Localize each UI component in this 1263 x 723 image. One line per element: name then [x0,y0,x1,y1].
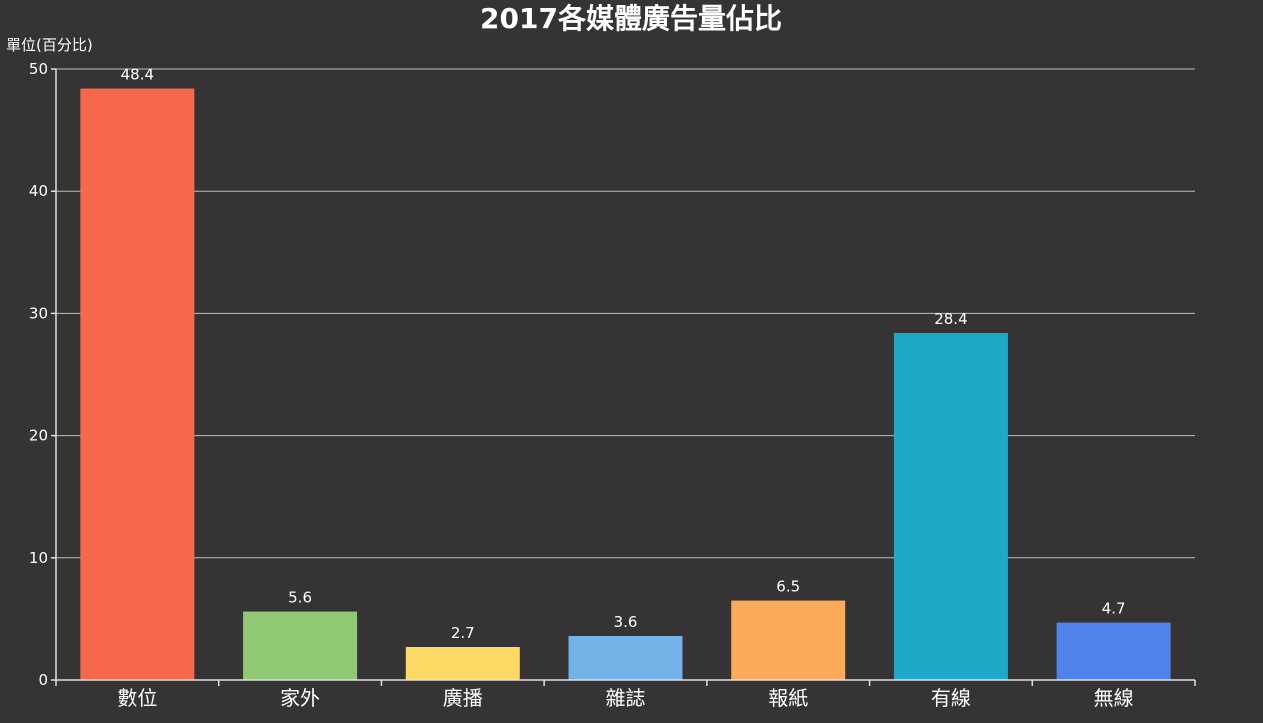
x-category-label: 家外 [280,686,320,710]
y-axis-unit-label: 單位(百分比) [6,36,93,54]
bar-value-label: 28.4 [934,310,967,328]
x-category-label: 數位 [117,686,157,710]
bar [405,647,520,680]
y-tick-label: 50 [29,60,48,78]
bar [731,600,846,680]
x-category-label: 雜誌 [606,686,646,710]
gridlines [56,68,1195,559]
x-category-label: 廣播 [443,686,483,710]
x-category-label: 無線 [1094,686,1134,710]
y-tick-label: 20 [29,427,48,445]
y-tick-label: 40 [29,182,48,200]
bars [80,88,1171,680]
bar [1056,622,1171,680]
x-category-label: 報紙 [768,686,808,710]
labels: 0 10 20 30 40 50 48.4 數位 5.6 家外 2.7 廣播 3.6 雜誌 6.5 報紙 28.… [29,60,1134,710]
bar-value-label: 5.6 [288,589,312,607]
y-tick-label: 0 [38,671,48,689]
bar-value-label: 3.6 [614,613,638,631]
x-category-label: 有線 [931,686,971,710]
bar-value-label: 48.4 [121,66,154,84]
bar [243,611,358,680]
bar [568,636,683,680]
bar-value-label: 2.7 [451,624,475,642]
bar [80,88,195,680]
axes [51,68,1196,686]
bar [893,332,1008,680]
y-tick-label: 10 [29,549,48,567]
chart-title: 2017各媒體廣告量佔比 [480,2,782,35]
y-tick-label: 30 [29,304,48,322]
bar-value-label: 4.7 [1102,600,1126,618]
bar-value-label: 6.5 [776,578,800,596]
